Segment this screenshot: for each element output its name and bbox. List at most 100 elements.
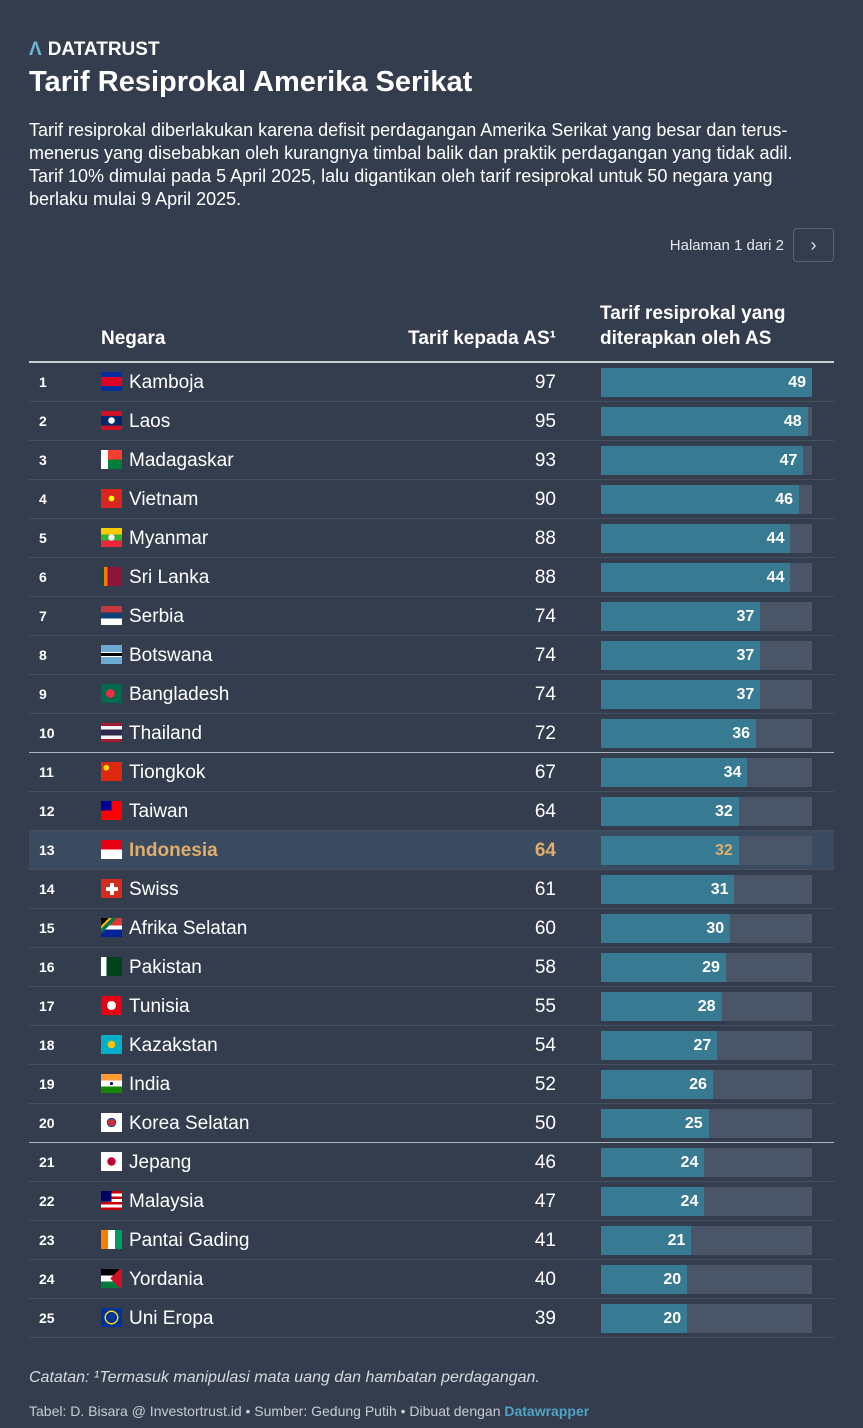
page-indicator: Halaman 1 dari 2 (669, 236, 784, 254)
reciprocal-value: 44 (766, 530, 785, 547)
bar-track: 36 (601, 719, 812, 748)
rank: 3 (39, 452, 47, 468)
tariff-value: 67 (534, 762, 556, 783)
rank: 15 (39, 920, 55, 936)
reciprocal-bar: 32 (601, 797, 739, 826)
reciprocal-bar: 21 (601, 1226, 692, 1255)
rank: 25 (39, 1310, 55, 1326)
reciprocal-value: 29 (702, 959, 720, 976)
flag-lk-icon (101, 567, 122, 586)
tariff-value: 90 (534, 489, 556, 510)
reciprocal-bar: 37 (601, 602, 761, 631)
rank: 20 (39, 1115, 55, 1131)
flag-kh-icon (101, 372, 122, 391)
reciprocal-value: 24 (680, 1154, 699, 1171)
table-row: 15 Afrika Selatan 60 30 (29, 909, 834, 948)
bar-track: 44 (601, 563, 812, 592)
table-row: 4 Vietnam 90 46 (29, 480, 834, 519)
country-name: Thailand (129, 723, 202, 744)
bar-track: 25 (601, 1109, 812, 1138)
note: Catatan: ¹Termasuk manipulasi mata uang … (29, 1369, 540, 1386)
country-name: Indonesia (129, 840, 218, 861)
tariff-value: 46 (534, 1152, 556, 1173)
table-row: 5 Myanmar 88 44 (29, 519, 834, 558)
reciprocal-bar: 20 (601, 1265, 688, 1294)
bar-track: 34 (601, 758, 812, 787)
reciprocal-value: 24 (680, 1193, 699, 1210)
flag-cn-icon (101, 762, 122, 781)
reciprocal-bar: 47 (601, 446, 804, 475)
flag-kr-icon (101, 1113, 122, 1132)
rank: 13 (39, 842, 55, 858)
rank: 10 (39, 725, 55, 741)
reciprocal-bar: 24 (601, 1148, 705, 1177)
rank: 19 (39, 1076, 55, 1092)
datatrust-logo-icon: Λ (29, 39, 42, 60)
flag-pk-icon (101, 957, 122, 976)
table-row: 19 India 52 26 (29, 1065, 834, 1104)
country-name: Myanmar (129, 528, 209, 549)
bar-track: 21 (601, 1226, 812, 1255)
page-title: Tarif Resiprokal Amerika Serikat (29, 66, 473, 98)
reciprocal-value: 49 (788, 374, 806, 391)
column-header-tariff[interactable]: Tarif kepada AS¹ (408, 328, 556, 349)
reciprocal-value: 44 (766, 569, 785, 586)
rank: 4 (39, 491, 47, 507)
next-page-button[interactable]: › (793, 228, 834, 262)
footer: Tabel: D. Bisara @ Investortrust.id • Su… (29, 1403, 589, 1419)
table-row: 7 Serbia 74 37 (29, 597, 834, 636)
flag-th-icon (101, 723, 122, 742)
reciprocal-bar: 36 (601, 719, 757, 748)
flag-tw-icon (101, 801, 122, 820)
rank: 6 (39, 569, 47, 585)
country-name: Botswana (129, 645, 213, 666)
tariff-value: 74 (534, 606, 556, 627)
country-name: Taiwan (129, 801, 189, 822)
tariff-value: 93 (534, 450, 556, 471)
flag-mg-icon (101, 450, 122, 469)
country-name: Madagaskar (129, 450, 234, 471)
bar-track: 48 (601, 407, 812, 436)
rank: 18 (39, 1037, 55, 1053)
reciprocal-bar: 49 (601, 368, 812, 397)
column-header-reciprocal[interactable]: Tarif resiprokal yang diterapkan oleh AS (600, 303, 786, 349)
datawrapper-link[interactable]: Datawrapper (504, 1403, 590, 1419)
flag-bw-icon (101, 645, 122, 664)
reciprocal-value: 36 (732, 725, 751, 742)
bar-track: 46 (601, 485, 812, 514)
country-name: Uni Eropa (129, 1308, 214, 1329)
reciprocal-bar: 27 (601, 1031, 718, 1060)
bar-track: 32 (601, 797, 812, 826)
country-name: Kazakstan (129, 1035, 218, 1056)
flag-jo-icon (101, 1269, 122, 1288)
reciprocal-bar: 20 (601, 1304, 688, 1333)
country-name: Pakistan (129, 957, 202, 978)
reciprocal-bar: 28 (601, 992, 722, 1021)
table-row: 21 Jepang 46 24 (29, 1143, 834, 1182)
country-name: Swiss (129, 879, 179, 900)
table-row: 9 Bangladesh 74 37 (29, 675, 834, 714)
reciprocal-bar: 30 (601, 914, 731, 943)
flag-in-icon (101, 1074, 122, 1093)
header-divider (29, 361, 834, 363)
flag-eu-icon (101, 1308, 122, 1327)
rank: 22 (39, 1193, 55, 1209)
reciprocal-bar: 24 (601, 1187, 705, 1216)
country-name: Jepang (129, 1152, 192, 1173)
tariff-value: 52 (534, 1074, 556, 1095)
table-row: 6 Sri Lanka 88 44 (29, 558, 834, 597)
tariff-value: 64 (534, 801, 556, 822)
reciprocal-bar: 44 (601, 524, 791, 553)
column-header-country[interactable]: Negara (101, 328, 166, 349)
brand: Λ DATATRUST (29, 39, 160, 61)
table-row: 20 Korea Selatan 50 25 (29, 1104, 834, 1143)
reciprocal-value: 21 (667, 1232, 686, 1249)
tariff-value: 58 (534, 957, 556, 978)
flag-my-icon (101, 1191, 122, 1210)
country-name: Korea Selatan (129, 1113, 250, 1134)
table-row: 11 Tiongkok 67 34 (29, 753, 834, 792)
reciprocal-value: 48 (783, 413, 802, 430)
flag-vn-icon (101, 489, 122, 508)
country-name: Serbia (129, 606, 184, 627)
bar-track: 29 (601, 953, 812, 982)
